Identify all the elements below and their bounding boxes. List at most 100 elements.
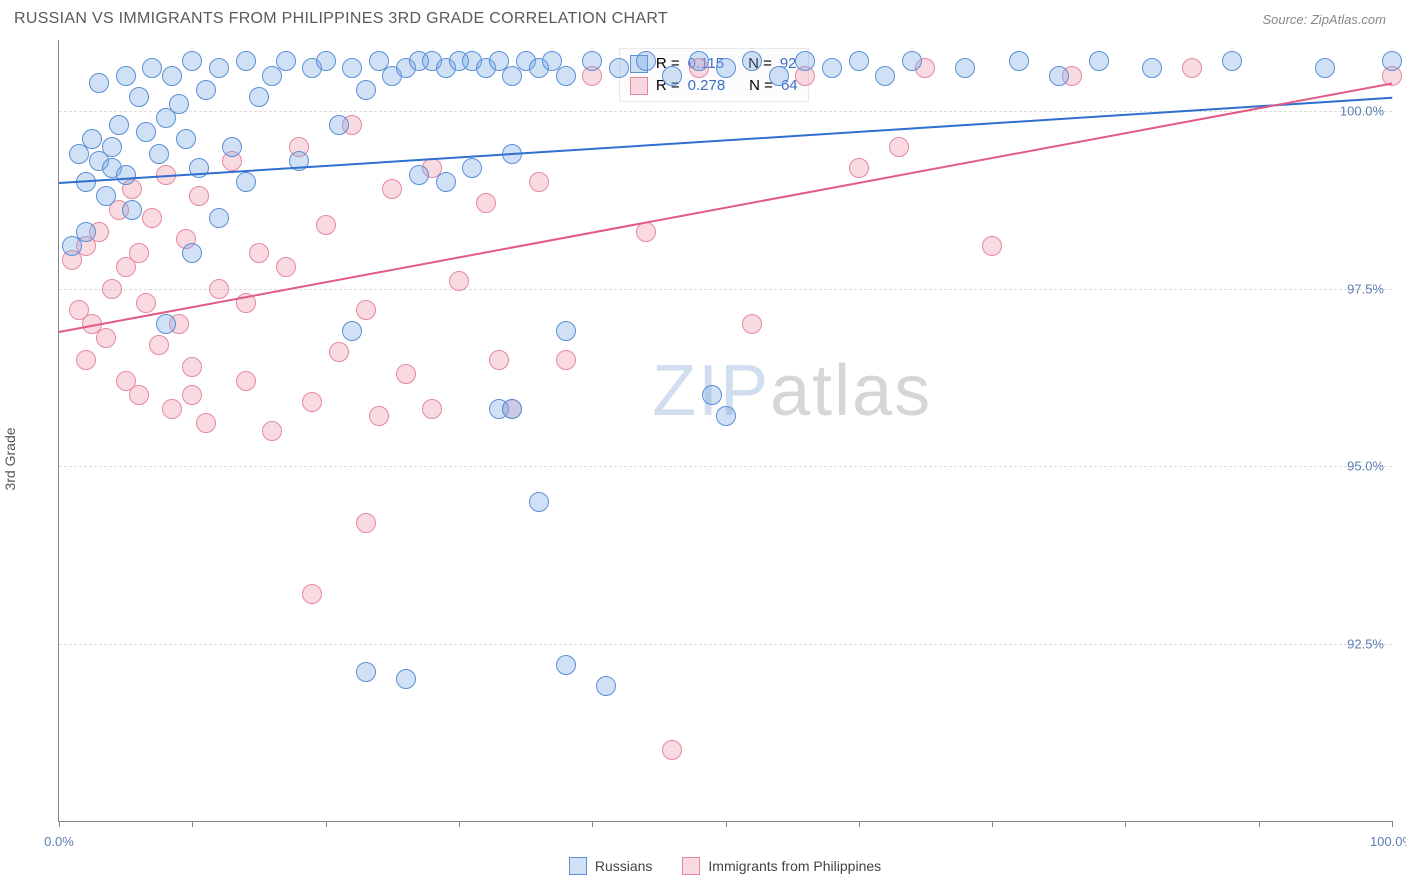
xtick-label: 100.0% [1370, 834, 1406, 849]
data-point-pink [142, 208, 162, 228]
data-point-pink [302, 392, 322, 412]
chart-container: 3rd Grade ZIPatlas R = 0.115 N = 92 R = … [14, 40, 1392, 878]
data-point-pink [1182, 58, 1202, 78]
data-point-blue [129, 87, 149, 107]
data-point-pink [162, 399, 182, 419]
ytick-label: 95.0% [1347, 459, 1384, 474]
data-point-blue [462, 158, 482, 178]
xtick [192, 821, 193, 827]
data-point-blue [596, 676, 616, 696]
source-prefix: Source: [1262, 12, 1310, 27]
data-point-pink [329, 342, 349, 362]
data-point-blue [276, 51, 296, 71]
legend-item-pink: Immigrants from Philippines [682, 857, 881, 875]
data-point-blue [136, 122, 156, 142]
data-point-blue [329, 115, 349, 135]
data-point-pink [236, 371, 256, 391]
data-point-pink [449, 271, 469, 291]
legend-item-blue: Russians [569, 857, 653, 875]
data-point-blue [316, 51, 336, 71]
data-point-pink [249, 243, 269, 263]
data-point-blue [142, 58, 162, 78]
data-point-blue [1142, 58, 1162, 78]
data-point-blue [156, 314, 176, 334]
data-point-pink [982, 236, 1002, 256]
data-point-blue [502, 399, 522, 419]
data-point-blue [955, 58, 975, 78]
data-point-blue [436, 172, 456, 192]
data-point-blue [102, 137, 122, 157]
data-point-blue [116, 66, 136, 86]
data-point-blue [1222, 51, 1242, 71]
chart-title: RUSSIAN VS IMMIGRANTS FROM PHILIPPINES 3… [14, 10, 668, 28]
data-point-blue [582, 51, 602, 71]
data-point-blue [236, 51, 256, 71]
xtick [459, 821, 460, 827]
data-point-pink [662, 740, 682, 760]
data-point-blue [875, 66, 895, 86]
data-point-blue [1049, 66, 1069, 86]
data-point-blue [1315, 58, 1335, 78]
data-point-pink [476, 193, 496, 213]
data-point-pink [489, 350, 509, 370]
data-point-pink [102, 279, 122, 299]
data-point-blue [1009, 51, 1029, 71]
gridline-h [59, 644, 1392, 645]
plot-area: ZIPatlas R = 0.115 N = 92 R = 0.278 N = … [58, 40, 1392, 822]
data-point-pink [742, 314, 762, 334]
data-point-pink [529, 172, 549, 192]
legend-label-blue: Russians [595, 858, 653, 874]
data-point-blue [356, 80, 376, 100]
data-point-blue [795, 51, 815, 71]
data-point-pink [302, 584, 322, 604]
data-point-blue [209, 208, 229, 228]
data-point-blue [849, 51, 869, 71]
data-point-blue [769, 66, 789, 86]
data-point-blue [116, 165, 136, 185]
xtick [859, 821, 860, 827]
gridline-h [59, 466, 1392, 467]
data-point-pink [136, 293, 156, 313]
data-point-pink [96, 328, 116, 348]
gridline-h [59, 289, 1392, 290]
data-point-pink [316, 215, 336, 235]
data-point-pink [369, 406, 389, 426]
data-point-pink [209, 279, 229, 299]
xtick [326, 821, 327, 827]
legend-label-pink: Immigrants from Philippines [708, 858, 881, 874]
data-point-pink [196, 413, 216, 433]
data-point-blue [356, 662, 376, 682]
data-point-pink [276, 257, 296, 277]
data-point-blue [662, 66, 682, 86]
source-attr: Source: ZipAtlas.com [1262, 12, 1386, 27]
data-point-blue [96, 186, 116, 206]
swatch-pink [630, 77, 648, 95]
data-point-blue [76, 222, 96, 242]
data-point-pink [262, 421, 282, 441]
ytick-label: 100.0% [1340, 104, 1384, 119]
data-point-blue [176, 129, 196, 149]
source-name: ZipAtlas.com [1311, 12, 1386, 27]
xtick-label: 0.0% [44, 834, 74, 849]
data-point-blue [409, 165, 429, 185]
data-point-blue [1089, 51, 1109, 71]
data-point-pink [182, 385, 202, 405]
data-point-blue [169, 94, 189, 114]
data-point-blue [209, 58, 229, 78]
data-point-blue [249, 87, 269, 107]
data-point-pink [382, 179, 402, 199]
data-point-blue [636, 51, 656, 71]
data-point-blue [82, 129, 102, 149]
data-point-pink [129, 243, 149, 263]
data-point-blue [342, 321, 362, 341]
xtick [1259, 821, 1260, 827]
data-point-pink [189, 186, 209, 206]
data-point-blue [609, 58, 629, 78]
data-point-blue [149, 144, 169, 164]
data-point-pink [849, 158, 869, 178]
data-point-blue [196, 80, 216, 100]
data-point-blue [556, 655, 576, 675]
data-point-blue [556, 66, 576, 86]
data-point-blue [742, 51, 762, 71]
data-point-blue [182, 51, 202, 71]
